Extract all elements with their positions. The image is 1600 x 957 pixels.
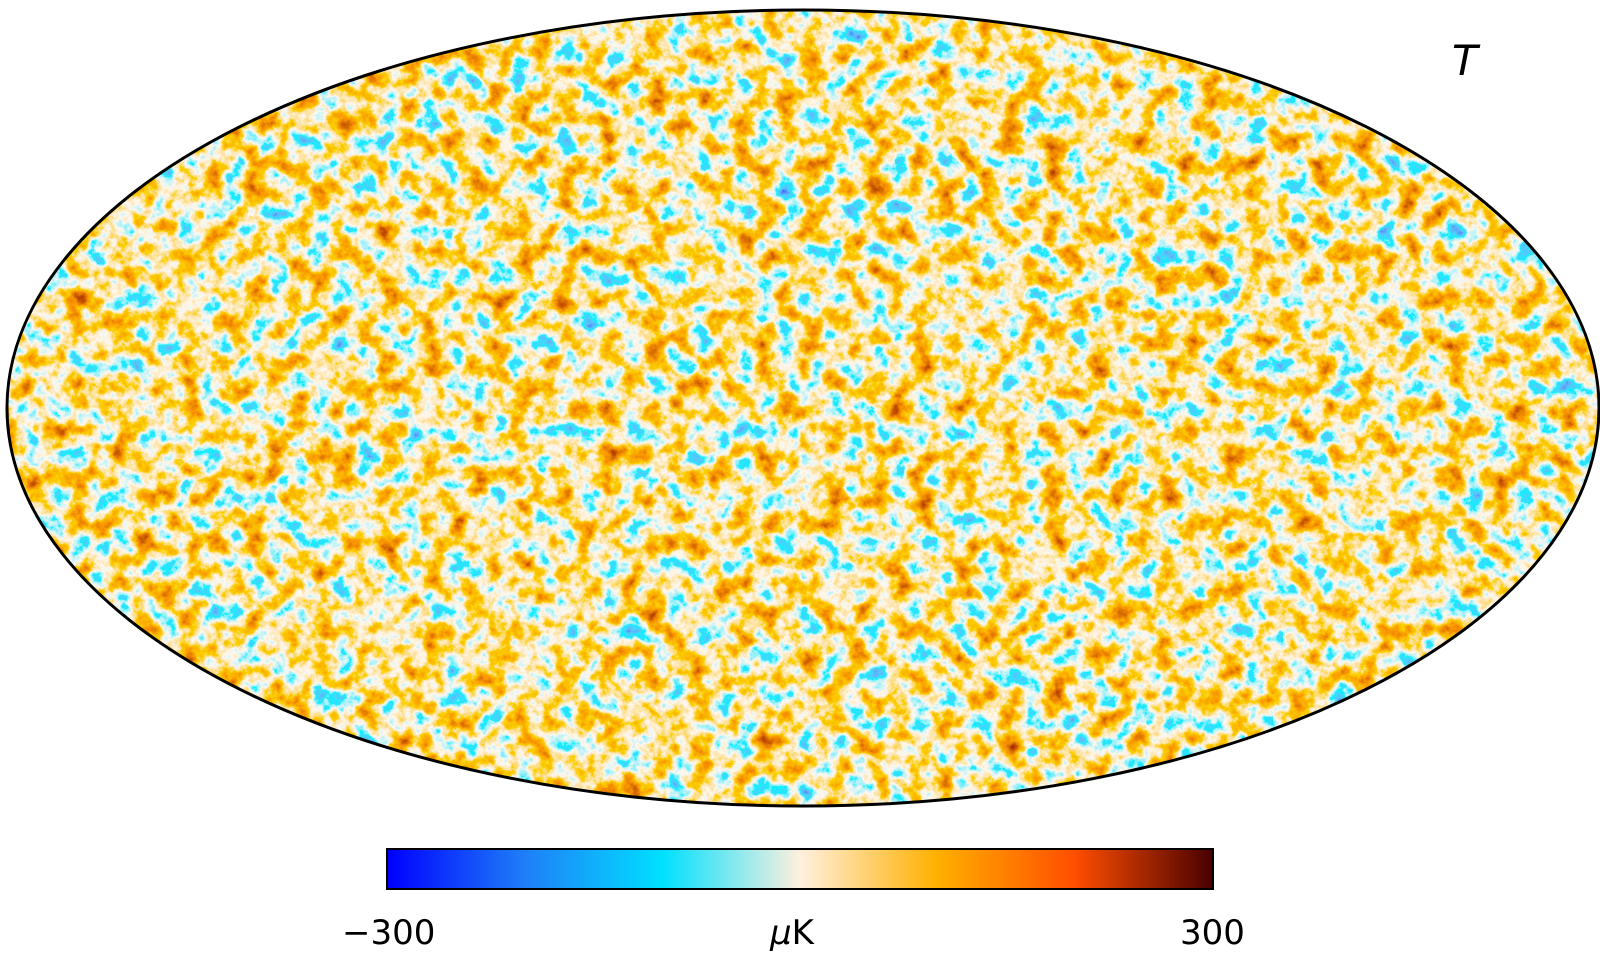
colorbar-max-label: 300 bbox=[1180, 913, 1245, 953]
cmb-temperature-map bbox=[5, 8, 1600, 808]
colorbar-min-label: −300 bbox=[342, 913, 436, 953]
colorbar bbox=[386, 848, 1214, 890]
unit-prefix: μ bbox=[770, 913, 792, 953]
unit-symbol: K bbox=[791, 913, 814, 953]
colorbar-unit-label: μK bbox=[770, 913, 814, 953]
map-outline bbox=[5, 8, 1600, 808]
map-label: T bbox=[1452, 36, 1478, 85]
